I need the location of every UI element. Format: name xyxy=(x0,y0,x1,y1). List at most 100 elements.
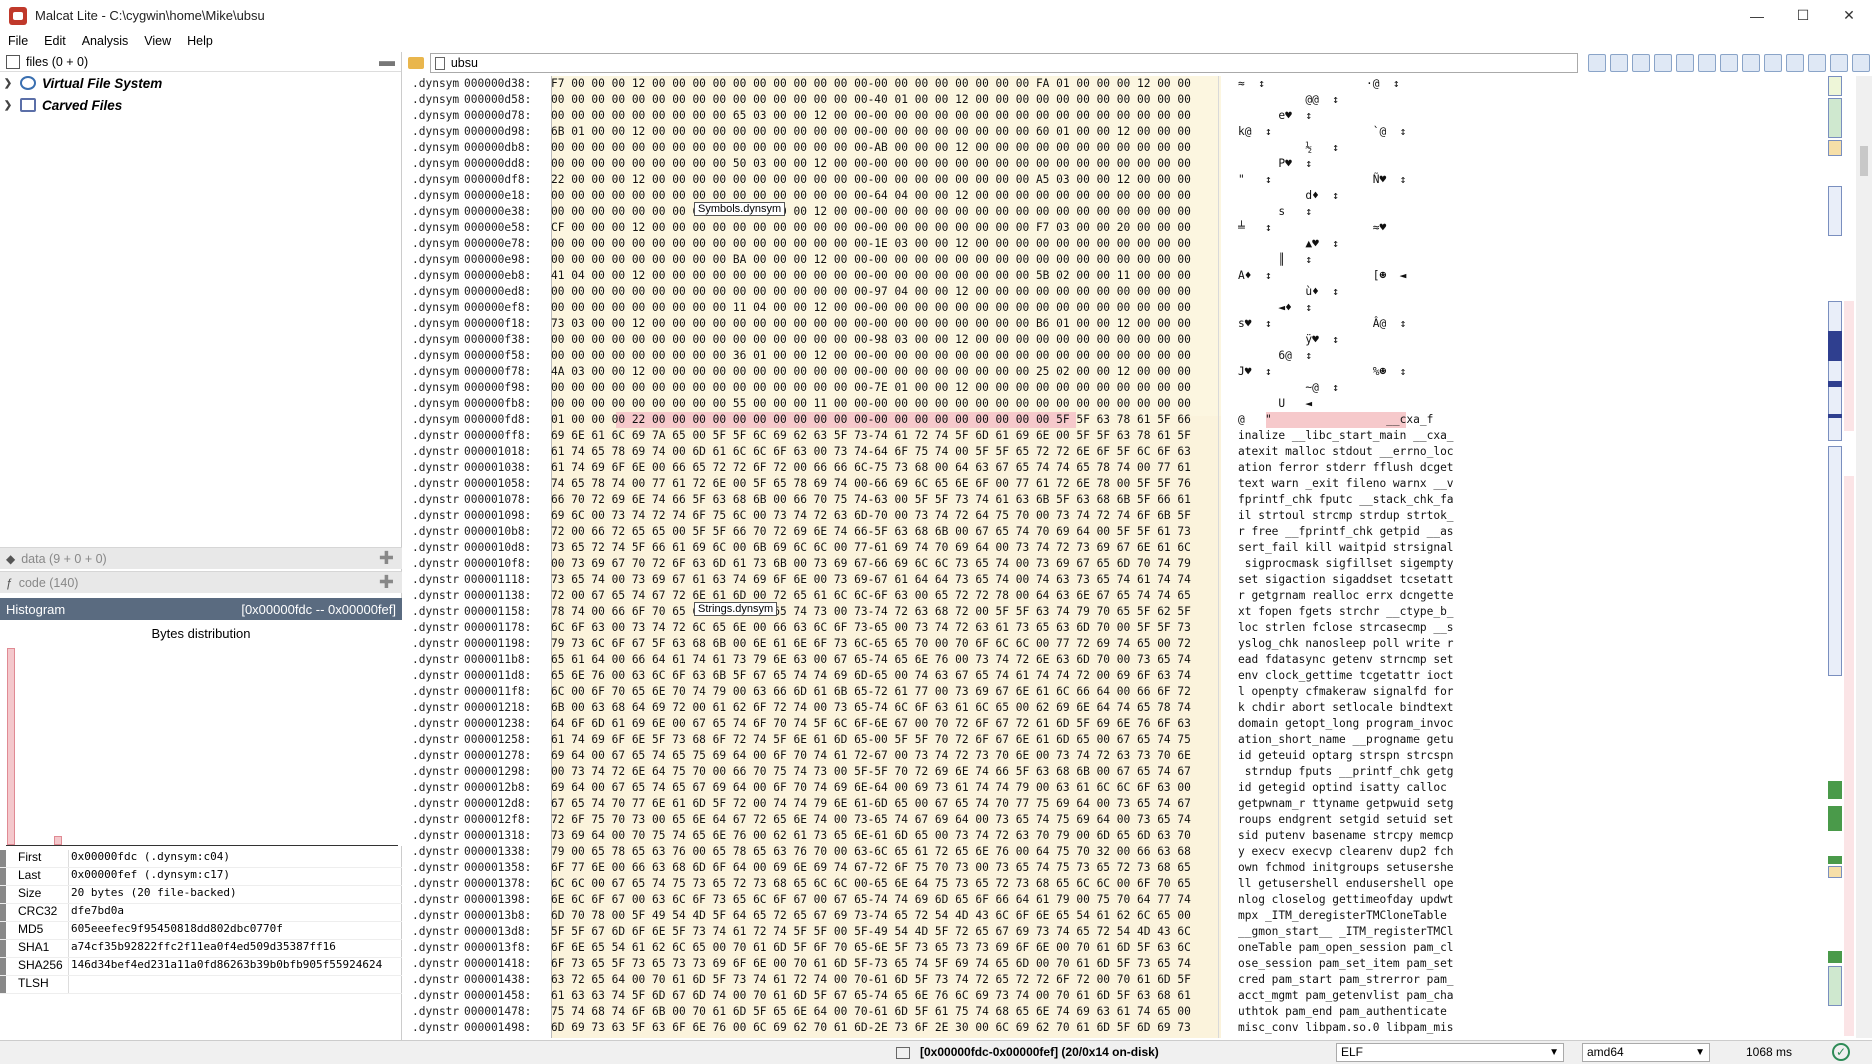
add-icon[interactable]: ✚ xyxy=(378,572,394,592)
hex-row[interactable]: .dynsym 000000e78: 00 00 00 00 00 00 00 00… xyxy=(406,236,1506,252)
hex-row[interactable]: .dynsym 000000d58: 00 00 00 00 00 00 00 00… xyxy=(406,92,1506,108)
hex-row[interactable]: .dynstr 000001438: 63 72 65 64 00 70 61 6D… xyxy=(406,972,1506,988)
strings-annotation[interactable]: Strings.dynsym xyxy=(694,602,778,616)
hex-row[interactable]: .dynsym 000000ed8: 00 00 00 00 00 00 00 00… xyxy=(406,284,1506,300)
hex-row[interactable]: .dynstr 000001318: 73 69 64 00 70 75 74 65… xyxy=(406,828,1506,844)
hex-row[interactable]: .dynstr 0000010b8: 72 00 66 72 65 65 00 5F… xyxy=(406,524,1506,540)
hex-row[interactable]: .dynstr 0000011d8: 65 6E 76 00 63 6C 6F 63… xyxy=(406,668,1506,684)
expand-arrow-icon[interactable]: ❯ xyxy=(3,77,13,89)
add-icon[interactable]: ✚ xyxy=(378,548,394,568)
menu-file[interactable]: File xyxy=(8,34,29,48)
hex-row[interactable]: .dynsym 000000ef8: 00 00 00 00 00 00 00 00… xyxy=(406,300,1506,316)
hex-row[interactable]: .dynstr 0000012f8: 72 6F 75 70 73 00 65 6E… xyxy=(406,812,1506,828)
maximize-button[interactable]: ☐ xyxy=(1796,7,1810,23)
view-icon[interactable] xyxy=(1588,54,1606,72)
hex-row[interactable]: .dynstr 000001358: 6F 77 6E 00 66 63 68 6D… xyxy=(406,860,1506,876)
menu-view[interactable]: View xyxy=(144,34,172,48)
hex-row[interactable]: .dynstr 0000013d8: 5F 5F 67 6D 6F 6E 5F 73… xyxy=(406,924,1506,940)
hex-row[interactable]: .dynstr 000001418: 6F 73 65 5F 73 65 73 73… xyxy=(406,956,1506,972)
hex-row[interactable]: .dynstr 000000ff8: 69 6E 61 6C 69 7A 65 00… xyxy=(406,428,1506,444)
menu-help[interactable]: Help xyxy=(187,34,213,48)
view-icon[interactable] xyxy=(1742,54,1760,72)
view-icon[interactable] xyxy=(1676,54,1694,72)
hex-row[interactable]: .dynstr 000001138: 72 00 67 65 74 67 72 6E… xyxy=(406,588,1506,604)
hex-row[interactable]: .dynstr 000001218: 6B 00 63 68 64 69 72 00… xyxy=(406,700,1506,716)
hex-row[interactable]: .dynsym 000000dd8: 00 00 00 00 00 00 00 00… xyxy=(406,156,1506,172)
hex-row[interactable]: .dynsym 000000e98: 00 00 00 00 00 00 00 00… xyxy=(406,252,1506,268)
hex-row[interactable]: .dynsym 000000db8: 00 00 00 00 00 00 00 00… xyxy=(406,140,1506,156)
hex-row[interactable]: .dynsym 000000d38: F7 00 00 00 12 00 00 00… xyxy=(406,76,1506,92)
format-select[interactable]: ELF ▼ xyxy=(1336,1043,1564,1062)
hex-row[interactable]: .dynsym 000000e58: CF 00 00 00 12 00 00 00… xyxy=(406,220,1506,236)
vertical-scrollbar[interactable] xyxy=(1856,76,1872,1038)
hex-row[interactable]: .dynsym 000000f58: 00 00 00 00 00 00 00 00… xyxy=(406,348,1506,364)
scrollbar-thumb[interactable] xyxy=(1860,146,1868,176)
minimap[interactable] xyxy=(1826,76,1872,1038)
hex-row[interactable]: .dynsym 000000e38: 00 00 00 00 00 00 00 00… xyxy=(406,204,1506,220)
hex-row[interactable]: .dynstr 000001298: 00 73 74 72 6E 64 75 70… xyxy=(406,764,1506,780)
folder-icon[interactable] xyxy=(408,57,424,69)
hex-row[interactable]: .dynstr 000001458: 61 63 63 74 5F 6D 67 6D… xyxy=(406,988,1506,1004)
hex-row[interactable]: .dynstr 0000011b8: 65 61 64 00 66 64 61 74… xyxy=(406,652,1506,668)
property-row[interactable]: SHA1 a74cf35b92822ffc2f11ea0f4ed509d35387… xyxy=(0,940,402,958)
view-icon[interactable] xyxy=(1852,54,1870,72)
property-row[interactable]: First 0x00000fdc (.dynsym:c04) xyxy=(0,850,402,868)
hex-row[interactable]: .dynsym 000000d78: 00 00 00 00 00 00 00 00… xyxy=(406,108,1506,124)
tree-item-virtual-file-system[interactable]: ❯ Virtual File System xyxy=(0,72,401,94)
view-icon[interactable] xyxy=(1764,54,1782,72)
path-field[interactable]: ubsu xyxy=(429,53,1578,73)
hex-row[interactable]: .dynstr 000001098: 69 6C 00 73 74 72 74 6F… xyxy=(406,508,1506,524)
arch-select[interactable]: amd64 ▼ xyxy=(1582,1043,1710,1062)
hex-row[interactable]: .dynstr 000001038: 61 74 69 6F 6E 00 66 65… xyxy=(406,460,1506,476)
hex-row[interactable]: .dynstr 000001398: 6E 6C 6F 67 00 63 6C 6F… xyxy=(406,892,1506,908)
symbols-annotation[interactable]: Symbols.dynsym xyxy=(694,202,786,216)
hex-row[interactable]: .dynsym 000000eb8: 41 04 00 00 12 00 00 00… xyxy=(406,268,1506,284)
view-icon[interactable] xyxy=(1720,54,1738,72)
property-row[interactable]: TLSH xyxy=(0,976,402,994)
hex-row[interactable]: .dynstr 000001058: 74 65 78 74 00 77 61 72… xyxy=(406,476,1506,492)
menu-analysis[interactable]: Analysis xyxy=(81,34,129,48)
minimize-button[interactable]: — xyxy=(1750,7,1764,24)
hex-row[interactable]: .dynstr 0000011f8: 6C 00 6F 70 65 6E 70 74… xyxy=(406,684,1506,700)
hex-row[interactable]: .dynstr 000001078: 66 70 72 69 6E 74 66 5F… xyxy=(406,492,1506,508)
view-icon[interactable] xyxy=(1786,54,1804,72)
view-icon[interactable] xyxy=(1698,54,1716,72)
property-row[interactable]: SHA256 146d34bef4ed231a11a0fd86263b39b0bf… xyxy=(0,958,402,976)
hex-row[interactable]: .dynstr 000001278: 69 64 00 67 65 74 65 75… xyxy=(406,748,1506,764)
hex-row[interactable]: .dynsym 000000d98: 6B 01 00 00 12 00 00 00… xyxy=(406,124,1506,140)
hex-row[interactable]: .dynsym 000000f38: 00 00 00 00 00 00 00 00… xyxy=(406,332,1506,348)
property-row[interactable]: CRC32 dfe7bd0a xyxy=(0,904,402,922)
hex-row[interactable]: .dynstr 000001018: 61 74 65 78 69 74 00 6D… xyxy=(406,444,1506,460)
hex-row[interactable]: .dynstr 000001118: 73 65 74 00 73 69 67 61… xyxy=(406,572,1506,588)
hex-row[interactable]: .dynstr 000001198: 79 73 6C 6F 67 5F 63 68… xyxy=(406,636,1506,652)
hex-row[interactable]: .dynstr 0000013f8: 6F 6E 65 54 61 62 6C 65… xyxy=(406,940,1506,956)
hex-row[interactable]: .dynsym 000000f78: 4A 03 00 00 12 00 00 00… xyxy=(406,364,1506,380)
hex-view[interactable]: .dynsym 000000d38: F7 00 00 00 12 00 00 00… xyxy=(406,76,1826,1038)
code-dock[interactable]: ƒ code (140) ✚ xyxy=(0,571,402,593)
view-icon[interactable] xyxy=(1808,54,1826,72)
hex-row[interactable]: .dynstr 000001178: 6C 6F 63 00 73 74 72 6C… xyxy=(406,620,1506,636)
hex-row[interactable]: .dynsym 000000fb8: 00 00 00 00 00 00 00 00… xyxy=(406,396,1506,412)
hex-row[interactable]: .dynsym 000000f98: 00 00 00 00 00 00 00 00… xyxy=(406,380,1506,396)
data-dock[interactable]: ◆ data (9 + 0 + 0) ✚ xyxy=(0,547,402,569)
hex-row[interactable]: .dynsym 000000df8: 22 00 00 00 12 00 00 00… xyxy=(406,172,1506,188)
hex-row[interactable]: .dynstr 0000010f8: 00 73 69 67 70 72 6F 63… xyxy=(406,556,1506,572)
expand-arrow-icon[interactable]: ❯ xyxy=(3,99,13,111)
hex-row[interactable]: .dynstr 0000012b8: 69 64 00 67 65 74 65 67… xyxy=(406,780,1506,796)
hex-row[interactable]: .dynstr 0000013b8: 6D 70 78 00 5F 49 54 4D… xyxy=(406,908,1506,924)
tree-item-carved-files[interactable]: ❯ Carved Files xyxy=(0,94,401,116)
hex-row[interactable]: .dynstr 000001338: 79 00 65 78 65 63 76 00… xyxy=(406,844,1506,860)
hex-row[interactable]: .dynsym 000000e18: 00 00 00 00 00 00 00 00… xyxy=(406,188,1506,204)
menu-edit[interactable]: Edit xyxy=(44,34,66,48)
hex-row[interactable]: .dynsym 000000f18: 73 03 00 00 12 00 00 00… xyxy=(406,316,1506,332)
hex-row[interactable]: .dynstr 000001258: 61 74 69 6F 6E 5F 73 68… xyxy=(406,732,1506,748)
close-button[interactable]: ✕ xyxy=(1843,7,1855,23)
view-icon[interactable] xyxy=(1830,54,1848,72)
property-row[interactable]: Size 20 bytes (20 file-backed) xyxy=(0,886,402,904)
view-icon[interactable] xyxy=(1632,54,1650,72)
hex-row[interactable]: .dynstr 0000010d8: 73 65 72 74 5F 66 61 69… xyxy=(406,540,1506,556)
hex-row[interactable]: .dynstr 000001378: 6C 6C 00 67 65 74 75 73… xyxy=(406,876,1506,892)
view-icon[interactable] xyxy=(1654,54,1672,72)
hex-row[interactable]: .dynsym 000000fd8: 01 00 00 00 22 00 00 00… xyxy=(406,412,1506,428)
hex-row[interactable]: .dynstr 000001498: 6D 69 73 63 5F 63 6F 6E… xyxy=(406,1020,1506,1036)
